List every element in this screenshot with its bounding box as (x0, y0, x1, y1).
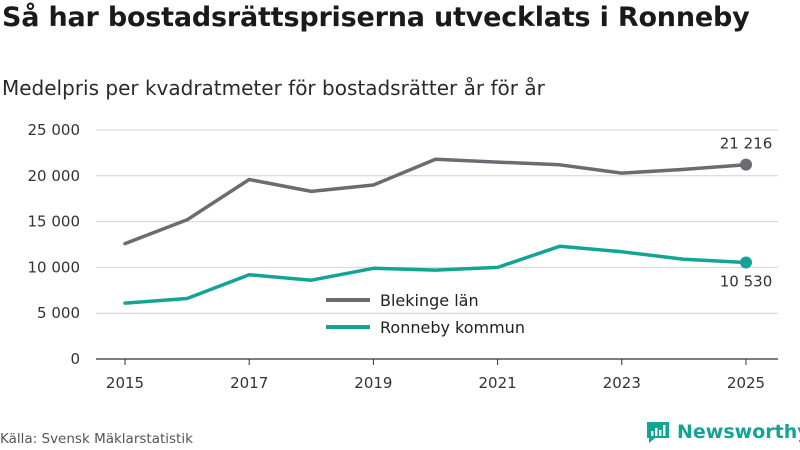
chart-title: Så har bostadsrättspriserna utvecklats i… (2, 2, 750, 33)
data-label-blekinge: 21 216 (720, 135, 773, 153)
data-label-ronneby: 10 530 (720, 273, 773, 291)
line-chart: 0 5 000 10 000 15 000 20 000 25 000 2015 2017 20… (28, 121, 778, 392)
y-tick-label: 10 000 (28, 258, 81, 276)
newsworthy-logo-icon (647, 422, 669, 443)
series-line-ronneby (123, 244, 748, 305)
brand-name: Newsworthy (677, 421, 800, 443)
x-tick-label: 2023 (603, 374, 641, 392)
source-note: Källa: Svensk Mäklarstatistik (0, 431, 193, 447)
y-tick-label: 0 (70, 350, 80, 368)
x-tick-label: 2015 (106, 374, 144, 392)
x-tick-label: 2017 (230, 374, 268, 392)
legend-label-ronneby: Ronneby kommun (380, 318, 525, 337)
x-tick-label: 2021 (479, 374, 517, 392)
y-tick-label: 15 000 (28, 213, 81, 231)
y-tick-label: 5 000 (37, 304, 80, 322)
series-line-blekinge (123, 157, 748, 246)
series-endpoint-blekinge (740, 158, 752, 171)
y-tick-label: 20 000 (28, 167, 81, 185)
y-tick-label: 25 000 (28, 121, 81, 139)
legend-label-blekinge: Blekinge län (380, 291, 479, 310)
brand-logo: Newsworthy (645, 420, 800, 444)
x-tick-label: 2025 (727, 374, 765, 392)
chart-subtitle: Medelpris per kvadratmeter för bostadsrä… (2, 76, 545, 100)
series-endpoint-ronneby (740, 256, 752, 269)
x-tick-label: 2019 (354, 374, 392, 392)
